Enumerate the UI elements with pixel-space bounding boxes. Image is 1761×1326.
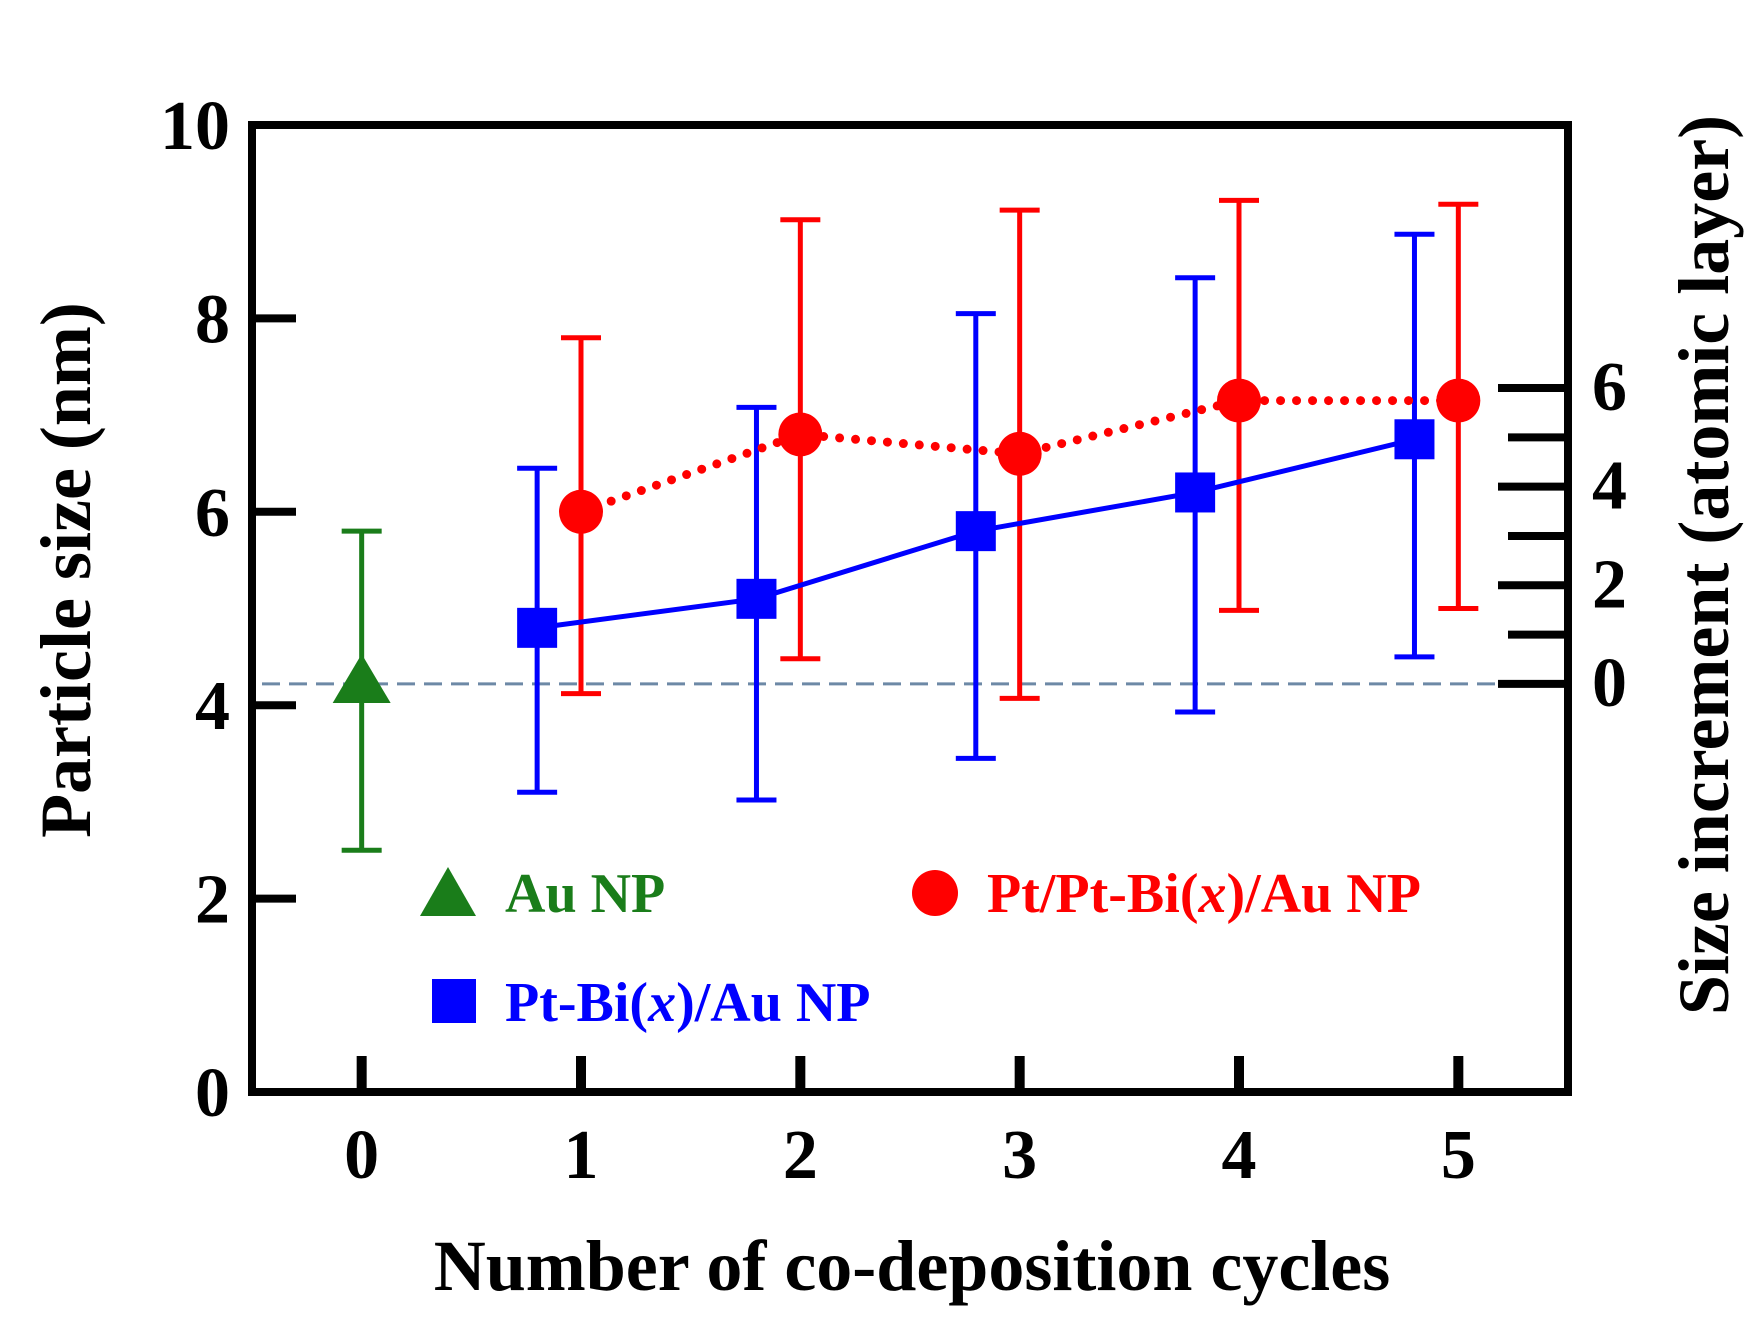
legend-marker-square [432,979,476,1023]
x-tick-label-0: 0 [344,1117,379,1194]
legend-label-square: Pt-Bi(x)/Au NP [505,972,871,1034]
data-point-triangle-0 [332,654,391,704]
y-axis-title: Particle size (nm) [26,302,106,838]
data-point-circle-1 [778,412,823,457]
y-tick-label-6: 6 [195,475,230,552]
y-tick-label-2: 2 [195,862,230,939]
data-point-circle-3 [1217,378,1261,423]
x-tick-label-2: 2 [783,1117,818,1194]
x-tick-label-5: 5 [1441,1117,1476,1194]
series-line-layer [536,396,1463,631]
legend-label-circle: Pt/Pt-Bi(x)/Au NP [987,863,1421,925]
data-point-square-0 [517,607,558,648]
series-line-circle [576,396,1463,517]
plot-frame [248,121,1572,1096]
y-tick-label-0: 0 [195,1055,230,1132]
y2-tick-label-6: 6 [1592,349,1627,426]
errorbar-layer [341,197,1479,853]
y-tick-label-10: 10 [160,88,230,165]
data-point-circle-4 [1436,378,1481,423]
y-tick-label-4: 4 [195,668,230,745]
marker-layer [332,378,1481,704]
x-tick-label-4: 4 [1222,1117,1257,1194]
tick-label-layer: 0 1 2 3 4 5 0 2 4 6 8 10 0 2 4 6 [160,88,1627,1194]
x-axis-title: Number of co-deposition cycles [434,1226,1391,1306]
y2-tick-label-0: 0 [1592,645,1627,722]
data-point-square-2 [955,511,996,552]
legend: Au NP Pt-Bi(x)/Au NP Pt/Pt-Bi(x)/Au NP [420,863,1421,1034]
y2-tick-label-4: 4 [1592,448,1627,525]
y-tick-label-8: 8 [195,281,230,358]
legend-marker-circle [912,870,958,916]
data-point-square-4 [1394,419,1435,460]
axes-layer [248,121,1572,1096]
y2-tick-label-2: 2 [1592,546,1627,623]
x-tick-label-1: 1 [564,1117,599,1194]
x-tick-label-3: 3 [1002,1117,1037,1194]
data-point-square-1 [736,578,777,619]
y2-axis-title: Size increment (atomic layer) [1664,115,1744,1015]
legend-label-triangle: Au NP [505,863,665,925]
legend-marker-triangle [420,867,476,916]
data-point-circle-0 [559,489,603,534]
data-point-circle-2 [997,431,1042,476]
data-point-square-3 [1175,472,1216,513]
